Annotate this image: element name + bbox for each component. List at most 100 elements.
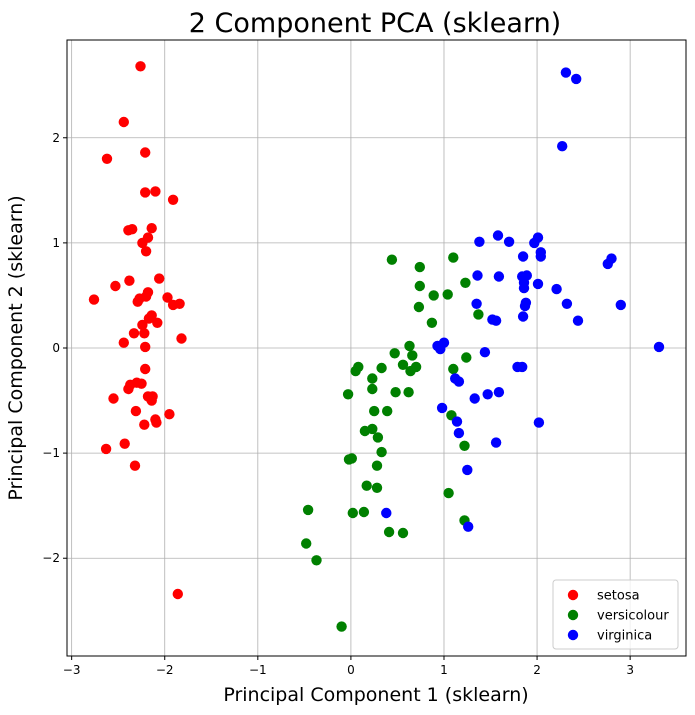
versicolour-point (428, 290, 439, 301)
grid-lines (67, 40, 686, 656)
virginica-point (493, 387, 505, 398)
y-tick-label: −2 (42, 551, 60, 565)
versicolour-point (473, 309, 484, 320)
virginica-point (463, 521, 474, 532)
versicolour-point (359, 425, 371, 437)
setosa-point (162, 292, 173, 303)
setosa-point (100, 443, 112, 455)
setosa-point (143, 313, 155, 324)
setosa-point (140, 246, 152, 257)
versicolour-point (361, 480, 372, 491)
virginica-point (517, 311, 529, 322)
versicolour-point (442, 289, 453, 300)
versicolour-point (426, 317, 438, 328)
setosa-point (139, 419, 150, 430)
setosa-point (174, 298, 185, 309)
setosa-point (130, 405, 142, 417)
virginica-point (560, 67, 572, 78)
x-tick-label: −2 (156, 663, 174, 677)
setosa-point (146, 395, 157, 406)
setosa-point (137, 237, 148, 249)
x-tick-label: 2 (533, 663, 541, 677)
versicolour-point (390, 387, 401, 398)
versicolour-point (311, 555, 322, 566)
x-tick-label: −1 (249, 663, 267, 677)
virginica-point (532, 278, 544, 290)
setosa-point (154, 273, 165, 284)
scatter-points (88, 61, 665, 632)
setosa-point (167, 194, 179, 205)
virginica-point (492, 230, 504, 241)
versicolour-point (448, 363, 459, 375)
virginica-point (474, 236, 485, 247)
virginica-point (451, 416, 463, 427)
virginica-point (535, 251, 546, 262)
virginica-point (561, 298, 573, 309)
versicolour-point (397, 359, 409, 370)
setosa-point (118, 116, 129, 128)
setosa-point (128, 328, 140, 339)
setosa-point (164, 409, 175, 420)
virginica-point (615, 299, 626, 311)
virginica-point (653, 341, 665, 353)
versicolour-point (404, 340, 415, 352)
versicolour-point (382, 405, 393, 417)
setosa-point (172, 588, 183, 600)
virginica-point (557, 141, 568, 152)
versicolour-point (376, 446, 387, 458)
virginica-point (435, 343, 446, 355)
versicolour-point (386, 254, 398, 265)
x-axis-ticks: −3 −2 −1 0 1 2 3 (63, 656, 634, 677)
setosa-point (140, 341, 151, 353)
setosa-point (151, 417, 162, 428)
setosa-point (137, 319, 148, 331)
legend-marker-virginica (567, 629, 579, 641)
virginica-point (602, 258, 613, 270)
legend-marker-setosa (567, 589, 579, 601)
setosa-point (152, 317, 163, 328)
legend-label-versicolour: versicolour (597, 609, 669, 624)
virginica-point (519, 300, 531, 312)
versicolour-point (413, 301, 425, 313)
setosa-point (123, 383, 134, 395)
versicolour-point (461, 352, 472, 363)
virginica-point (462, 464, 473, 476)
setosa-point (139, 328, 150, 339)
setosa-point (124, 275, 135, 286)
setosa-point (140, 187, 151, 198)
legend-box (552, 579, 679, 650)
versicolour-point (460, 277, 471, 288)
virginica-point (479, 347, 491, 358)
virginica-point (471, 298, 482, 309)
virginica-point (453, 427, 465, 439)
versicolour-point (350, 365, 361, 377)
versicolour-point (383, 526, 395, 538)
x-tick-label: 1 (440, 663, 448, 677)
virginica-point (490, 315, 502, 326)
virginica-point (472, 270, 483, 281)
virginica-point (482, 389, 493, 400)
versicolour-point (371, 460, 383, 471)
setosa-point (127, 224, 138, 235)
versicolour-point (342, 389, 354, 400)
virginica-point (381, 507, 392, 519)
versicolour-point (371, 482, 383, 493)
versicolour-point (347, 507, 358, 519)
virginica-point (493, 271, 505, 282)
virginica-point (490, 437, 502, 448)
setosa-point (132, 296, 143, 307)
setosa-point (119, 438, 130, 449)
setosa-point (140, 363, 151, 375)
versicolour-point (369, 405, 380, 417)
legend-marker-versicolour (567, 609, 579, 621)
virginica-point (518, 282, 530, 294)
x-tick-label: −3 (63, 663, 81, 677)
versicolour-point (443, 487, 454, 499)
setosa-point (150, 186, 161, 197)
x-tick-label: 3 (626, 663, 634, 677)
versicolour-point (346, 453, 357, 464)
versicolour-point (302, 504, 314, 516)
setosa-point (118, 337, 129, 348)
y-axis-label: Principal Component 2 (sklearn) (5, 195, 27, 500)
